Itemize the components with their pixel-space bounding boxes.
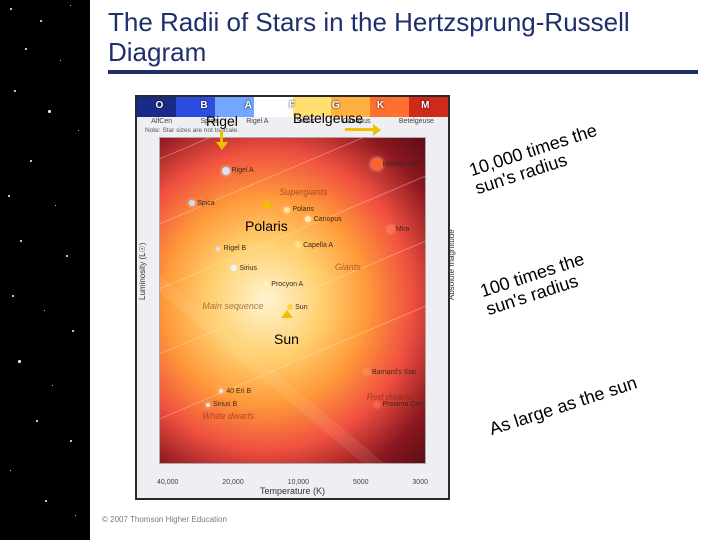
- star-name: Procyon A: [271, 281, 303, 288]
- star-name: Sirius B: [213, 401, 237, 408]
- callout-rigel: Rigel: [206, 113, 238, 129]
- star-name: Rigel B: [224, 245, 247, 252]
- star-dot: [231, 265, 237, 271]
- region-label: White dwarfs: [202, 411, 254, 421]
- x-tick: 10,000: [288, 479, 309, 486]
- star-dot: [264, 282, 268, 286]
- isoradius-line: [159, 137, 426, 236]
- star-name: Barnard's Star: [372, 369, 417, 376]
- hr-plot-area: Supergiants Main sequence Giants Red dwarfs…: [159, 137, 426, 464]
- annotation-10000r: 10,000 times the sun's radius: [467, 121, 605, 198]
- x-axis: 40,000 20,000 10,000 5000 3000 Temperature (…: [137, 479, 448, 496]
- star-dot: [388, 226, 394, 232]
- star-dot: [219, 389, 223, 393]
- star-name: Canopus: [314, 216, 342, 223]
- slide-title: The Radii of Stars in the Hertzsprung-Ru…: [108, 8, 698, 68]
- spectral-letter: O: [156, 100, 164, 111]
- spectral-letter: A: [245, 100, 252, 111]
- star-dot: [287, 304, 293, 310]
- region-label: Giants: [335, 262, 361, 272]
- callout-sun: Sun: [274, 331, 299, 347]
- star-dot: [284, 207, 290, 213]
- star-dot: [365, 370, 369, 374]
- star-name: Sirius: [240, 265, 258, 272]
- copyright-text: © 2007 Thomson Higher Education: [102, 515, 227, 524]
- region-label: Main sequence: [202, 301, 263, 311]
- region-label: Red dwarfs: [367, 392, 413, 402]
- x-tick: 5000: [353, 479, 369, 486]
- title-underline: [108, 70, 698, 74]
- spectral-letter: K: [377, 100, 384, 111]
- callout-polaris: Polaris: [245, 218, 288, 234]
- y-axis-right-label: Absolute magnitude: [447, 229, 456, 300]
- spectral-example: AlfCen: [151, 118, 172, 125]
- hr-diagram: OBAFGKM AlfCenSpicaRigel ASiriusCanopusB…: [135, 95, 450, 500]
- star-name: Proxima Cen: [383, 401, 423, 408]
- spectral-example: Rigel A: [246, 118, 268, 125]
- star-name: 40 Eri B: [226, 388, 251, 395]
- starfield-strip: [0, 0, 90, 540]
- star-name: Sun: [295, 304, 307, 311]
- star-dot: [295, 242, 301, 248]
- hr-note: Note: Star sizes are not to scale.: [145, 127, 448, 134]
- x-tick: 20,000: [222, 479, 243, 486]
- star-name: Polaris: [293, 206, 314, 213]
- x-ticks: 40,000 20,000 10,000 5000 3000: [137, 479, 448, 486]
- star-dot: [206, 403, 210, 407]
- spectral-letter: M: [421, 100, 429, 111]
- spectral-example: Betelgeuse: [399, 118, 434, 125]
- star-name: Rigel A: [232, 167, 254, 174]
- star-dot: [305, 216, 311, 222]
- star-dot: [375, 403, 379, 407]
- annotation-1r: As large as the sun: [487, 373, 639, 439]
- star-dot: [216, 247, 220, 251]
- annotation-1r-l1: As large as the sun: [487, 372, 640, 439]
- slide-title-block: The Radii of Stars in the Hertzsprung-Ru…: [108, 8, 698, 74]
- star-name: Mira: [396, 226, 410, 233]
- y-axis-left-label: Luminosity (L☉): [138, 243, 147, 300]
- x-axis-label: Temperature (K): [137, 486, 448, 496]
- star-name: Spica: [197, 200, 215, 207]
- star-dot: [189, 200, 195, 206]
- star-name: Betelgeuse: [383, 161, 418, 168]
- isoradius-line: [159, 144, 426, 301]
- spectral-letter: B: [200, 100, 207, 111]
- x-tick: 40,000: [157, 479, 178, 486]
- x-tick: 3000: [412, 479, 428, 486]
- star-dot: [222, 167, 230, 175]
- region-label: Supergiants: [279, 187, 327, 197]
- annotation-100r: 100 times the sun's radius: [478, 250, 592, 319]
- star-name: Capella A: [303, 242, 333, 249]
- star-dot: [371, 158, 383, 170]
- callout-betelgeuse: Betelgeuse: [293, 110, 363, 126]
